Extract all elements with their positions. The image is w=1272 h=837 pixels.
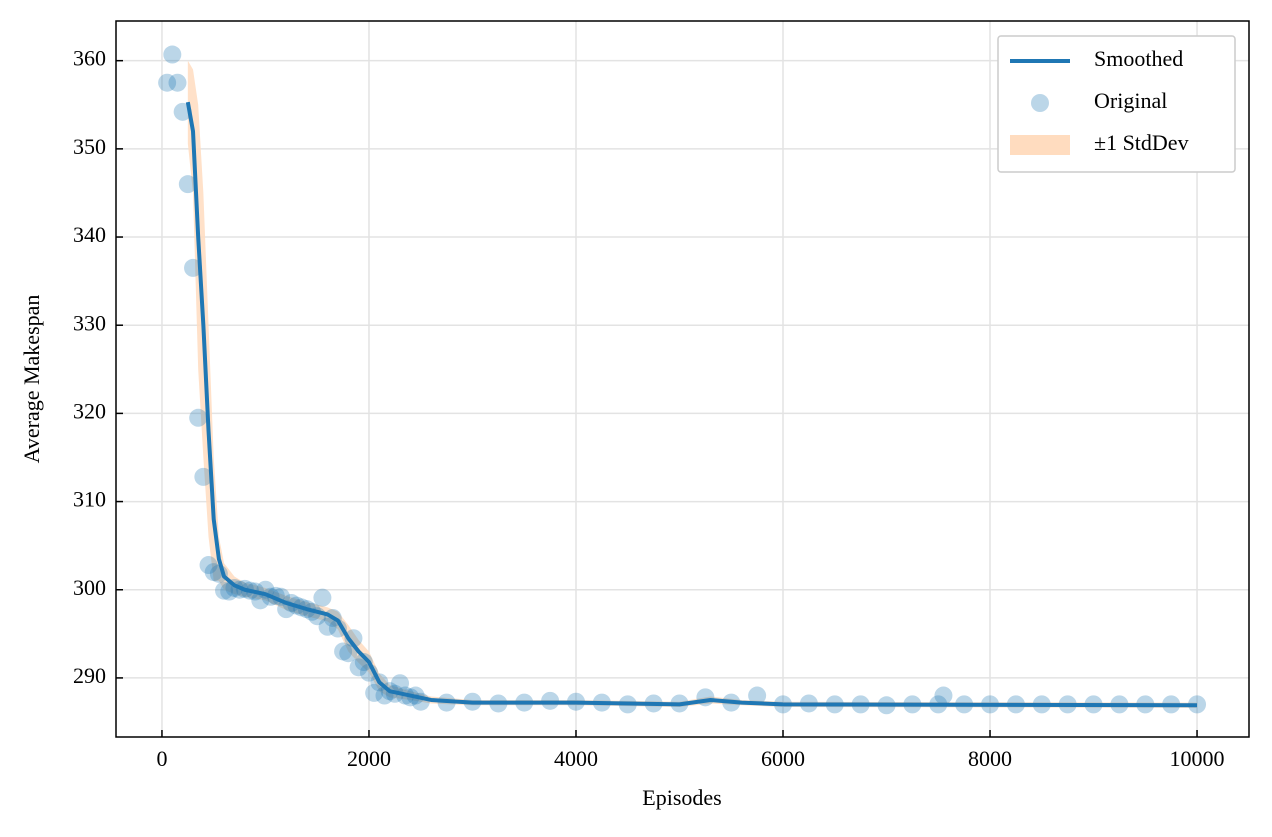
y-tick-label: 300 — [73, 575, 106, 600]
scatter-point — [934, 686, 953, 705]
scatter-point — [391, 674, 410, 693]
legend-key — [1010, 135, 1070, 155]
scatter-point — [748, 686, 767, 705]
scatter-point — [328, 619, 347, 638]
y-tick-label: 310 — [73, 487, 106, 512]
scatter-point — [215, 581, 234, 600]
y-axis-label: Average Makespan — [19, 295, 44, 464]
scatter-point — [334, 642, 353, 661]
scatter-point — [344, 629, 363, 648]
legend-key — [1031, 94, 1049, 112]
y-tick-label: 350 — [73, 134, 106, 159]
y-tick-label: 340 — [73, 222, 106, 247]
scatter-point — [178, 175, 197, 194]
scatter-point — [163, 45, 182, 64]
y-tick-label: 320 — [73, 398, 106, 423]
x-tick-label: 4000 — [554, 746, 598, 771]
y-tick-label: 330 — [73, 310, 106, 335]
scatter-point — [194, 467, 213, 486]
plot-frame — [115, 20, 1250, 738]
y-tick-label: 360 — [73, 46, 106, 71]
legend-label: Smoothed — [1094, 46, 1183, 71]
x-axis-label: Episodes — [642, 785, 721, 810]
scatter-point — [354, 653, 373, 672]
x-tick-label: 10000 — [1170, 746, 1225, 771]
scatter-point — [204, 563, 223, 582]
legend-label: ±1 StdDev — [1094, 130, 1189, 155]
scatter-point — [696, 688, 715, 707]
scatter-point — [339, 644, 358, 663]
smoothed-line — [185, 101, 1198, 708]
scatter-point — [349, 658, 368, 677]
scatter-point — [365, 683, 384, 702]
x-tick-label: 6000 — [761, 746, 805, 771]
scatter-point — [184, 258, 203, 277]
scatter-point — [168, 73, 187, 92]
scatter-point — [313, 588, 332, 607]
y-tick-label: 290 — [73, 663, 106, 688]
x-tick-label: 2000 — [347, 746, 391, 771]
scatter-point — [199, 556, 218, 575]
scatter-point — [189, 408, 208, 427]
legend-label: Original — [1094, 88, 1167, 113]
x-tick-label: 8000 — [968, 746, 1012, 771]
scatter-point — [318, 617, 337, 636]
scatter-point — [158, 73, 177, 92]
x-tick-label: 0 — [156, 746, 167, 771]
